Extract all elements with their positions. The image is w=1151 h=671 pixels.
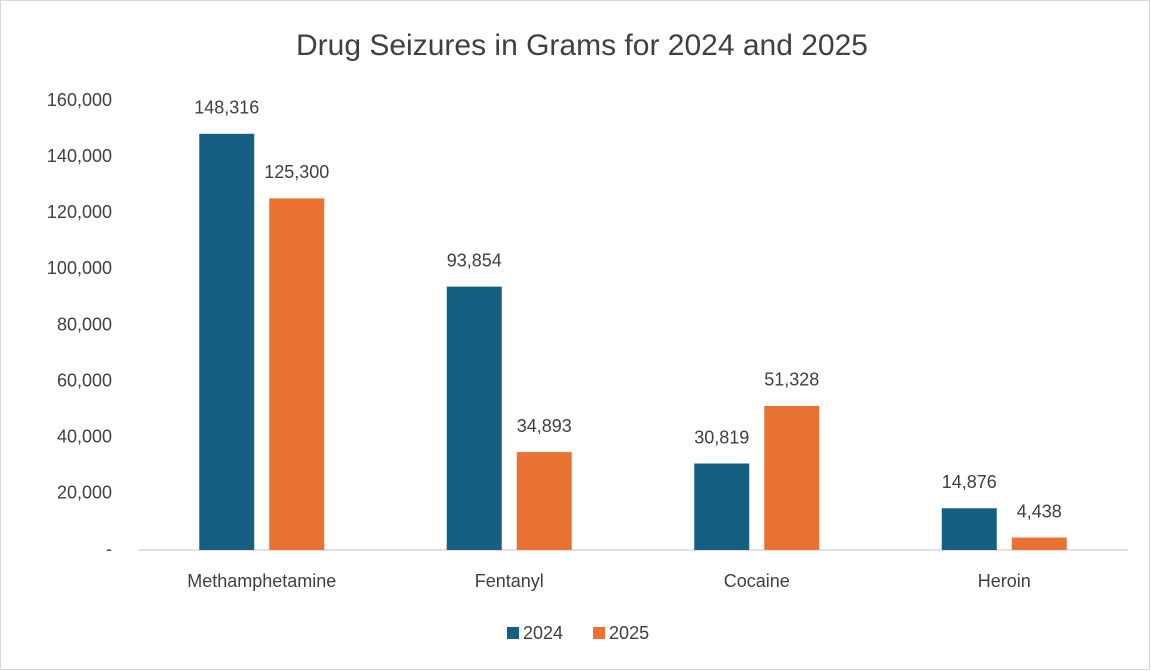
data-label: 30,819: [694, 427, 749, 447]
bar: [941, 508, 997, 550]
y-tick-label: -: [106, 539, 112, 559]
data-label: 93,854: [447, 250, 502, 270]
legend-swatch: [507, 627, 519, 639]
bar: [764, 405, 820, 550]
y-tick-label: 120,000: [47, 202, 112, 222]
data-label: 4,438: [1017, 501, 1062, 521]
bar: [1011, 537, 1067, 550]
y-tick-label: 20,000: [57, 483, 112, 503]
y-tick-label: 40,000: [57, 427, 112, 447]
data-label: 34,893: [517, 416, 572, 436]
data-label: 14,876: [942, 472, 997, 492]
legend-label: 2024: [523, 623, 563, 643]
bar: [199, 133, 255, 551]
chart-title: Drug Seizures in Grams for 2024 and 2025: [296, 29, 868, 62]
y-tick-label: 160,000: [47, 90, 112, 110]
y-tick-label: 140,000: [47, 146, 112, 166]
legend-label: 2025: [609, 623, 649, 643]
x-tick-label: Fentanyl: [475, 571, 544, 591]
data-label: 51,328: [764, 370, 819, 390]
x-tick-label: Cocaine: [724, 571, 790, 591]
bar: [516, 452, 572, 550]
x-tick-label: Methamphetamine: [187, 571, 336, 591]
data-label: 148,316: [194, 98, 259, 118]
legend-swatch: [593, 627, 606, 639]
y-tick-label: 100,000: [47, 258, 112, 278]
data-label: 125,300: [264, 162, 329, 182]
y-tick-label: 60,000: [57, 370, 112, 390]
bar: [269, 198, 325, 550]
x-tick-label: Heroin: [978, 571, 1031, 591]
y-tick-label: 80,000: [57, 314, 112, 334]
bar: [694, 463, 750, 550]
bar: [446, 286, 502, 550]
